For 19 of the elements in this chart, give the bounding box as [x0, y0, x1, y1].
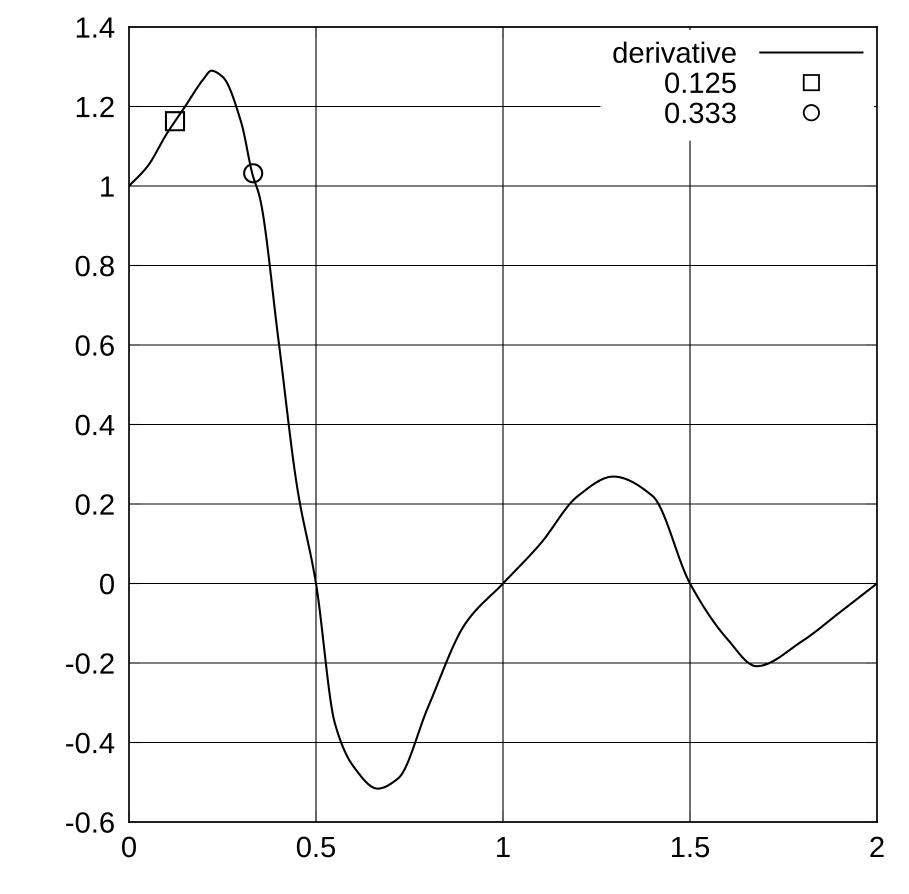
y-tick-label: 0	[100, 574, 114, 594]
y-tick-label: 0.6	[76, 335, 114, 356]
y-tick-label: 0.4	[76, 414, 114, 436]
y-tick-label: 1.2	[76, 96, 114, 118]
legend-label: 0.125	[665, 72, 736, 94]
legend-label: 0.333	[665, 102, 736, 124]
y-tick-label: 1	[101, 176, 114, 197]
y-tick-label: 0.2	[76, 494, 114, 515]
legend-label: derivative	[613, 42, 736, 64]
y-tick-label: -0.2	[66, 653, 114, 674]
x-tick-label: 0	[122, 836, 136, 858]
x-tick-label: 2	[870, 836, 884, 858]
x-tick-label: 1	[497, 836, 510, 858]
y-tick-label: -0.4	[66, 732, 114, 754]
x-tick-label: 1.5	[672, 836, 710, 858]
x-tick-label: 0.5	[296, 836, 336, 858]
y-tick-label: -0.6	[66, 812, 114, 833]
y-tick-label: 1.4	[76, 18, 114, 38]
y-tick-label: 0.8	[76, 256, 114, 276]
